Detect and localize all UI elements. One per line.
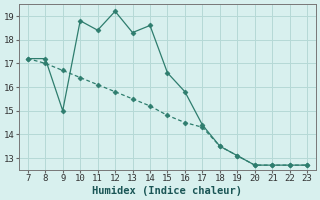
X-axis label: Humidex (Indice chaleur): Humidex (Indice chaleur) [92, 186, 243, 196]
